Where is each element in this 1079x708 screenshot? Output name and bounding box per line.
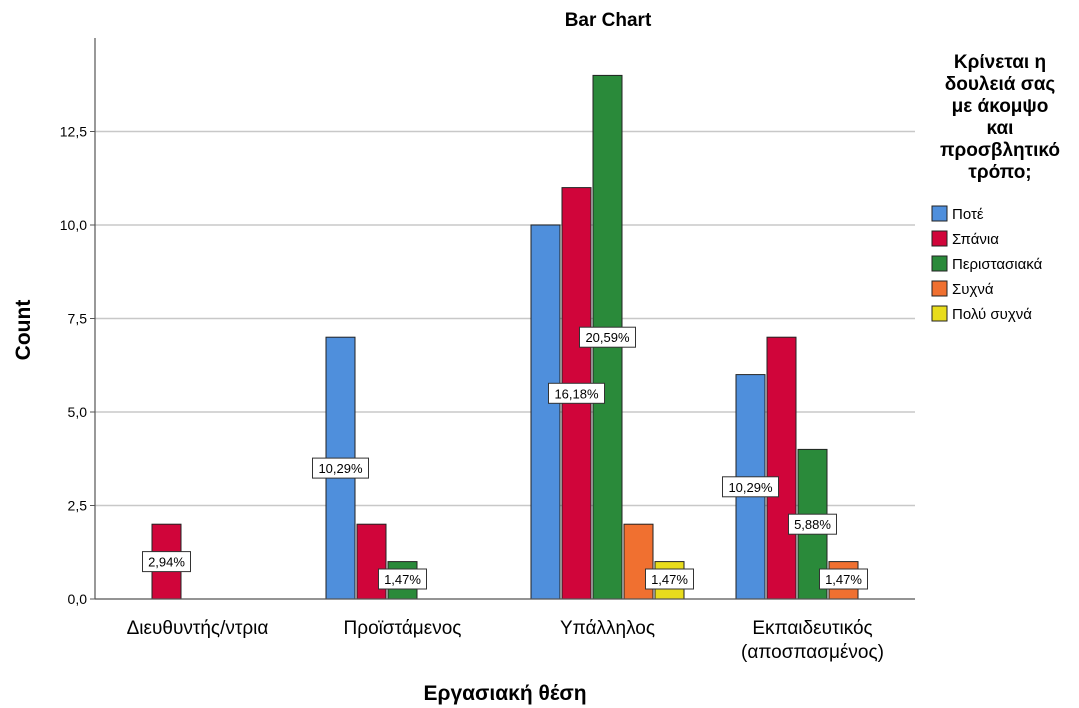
data-label-box [378, 568, 427, 590]
y-tick-label: 5,0 [68, 404, 88, 420]
data-label-box [142, 551, 191, 573]
data-label: 1,47% [384, 572, 421, 587]
legend-swatch [931, 280, 948, 297]
legend-item-label: Συχνά [952, 281, 994, 298]
data-label-box [645, 568, 694, 590]
x-tick-label: Διευθυντής/ντρια [127, 618, 269, 639]
x-axis-title: Εργασιακή θέση [423, 682, 586, 705]
legend-item-label: Σπάνια [952, 231, 999, 248]
y-tick-label: 10,0 [60, 217, 87, 233]
data-label: 20,59% [585, 330, 630, 345]
data-label: 16,18% [554, 386, 599, 401]
data-label: 1,47% [651, 572, 688, 587]
y-axis-ticks: 0,0 2,5 5,0 7,5 10,0 12,5 [60, 124, 95, 607]
legend-item-label: Πολύ συχνά [952, 306, 1032, 323]
chart-title: Bar Chart [565, 10, 652, 31]
legend-title: δουλειά σας [945, 74, 1056, 95]
legend-swatch [931, 305, 948, 322]
y-tick-label: 0,0 [68, 591, 88, 607]
legend-item-label: Ποτέ [952, 206, 984, 223]
legend-swatch [931, 205, 948, 222]
legend-swatch [931, 255, 948, 272]
legend-title: τρόπο; [968, 162, 1031, 183]
data-label: 2,94% [148, 555, 185, 570]
data-label-box [788, 513, 837, 535]
legend-title: με άκομψο [952, 96, 1049, 117]
y-tick-label: 12,5 [60, 124, 87, 140]
bars-group [151, 74, 859, 600]
data-label: 10,29% [318, 461, 363, 476]
y-axis-title: Count [12, 300, 35, 361]
y-tick-label: 2,5 [68, 498, 88, 514]
legend-title: προσβλητικό [940, 140, 1060, 161]
legend-swatch [931, 230, 948, 247]
x-axis-tick-labels: Διευθυντής/ντρια Προϊστάμενος Υπάλληλος Εκπ… [127, 618, 884, 663]
x-tick-label: Εκπαιδευτικός [752, 618, 872, 639]
data-labels: 2,94% 10,29% 1,47% 16,18% 20,59% 1,47% 10,29% 5… [142, 326, 868, 590]
legend-item-label: Περιστασιακά [952, 256, 1043, 273]
data-label-box [548, 382, 605, 404]
data-label-box [579, 326, 636, 348]
data-label-box [722, 476, 779, 498]
x-tick-label: (αποσπασμένος) [741, 642, 884, 663]
data-label-box [819, 568, 868, 590]
legend-title: και [987, 118, 1014, 139]
data-label: 10,29% [728, 480, 773, 495]
legend-title: Κρίνεται η [954, 52, 1046, 73]
x-tick-label: Προϊστάμενος [344, 618, 462, 639]
y-tick-label: 7,5 [68, 311, 88, 327]
data-label-box [312, 457, 369, 479]
bar [530, 224, 561, 600]
x-tick-label: Υπάλληλος [560, 618, 655, 639]
bar [766, 336, 797, 600]
data-label: 1,47% [825, 572, 862, 587]
data-label: 5,88% [794, 517, 831, 532]
